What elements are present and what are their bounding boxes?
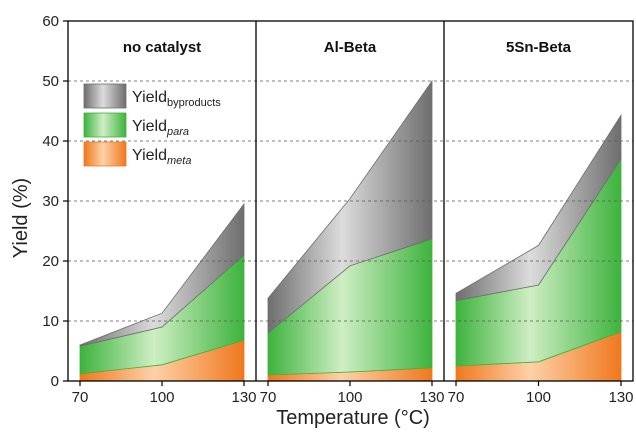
x-tick-label: 130 [231,389,256,406]
panel-title-1: Al-Beta [324,39,377,56]
y-tick-label: 20 [42,253,59,270]
x-tick-label: 100 [526,389,551,406]
x-tick-label: 100 [149,389,174,406]
panels: no catalyst Al-Beta 5Sn-Beta [79,39,622,382]
legend-swatch-byproducts [83,83,127,109]
y-tick-label: 10 [42,313,59,330]
y-axis-title: Yield (%) [10,178,32,258]
y-tick-label: 0 [51,373,59,390]
panel-1: Al-Beta [267,39,433,382]
panel-2: 5Sn-Beta [455,39,622,382]
legend-item-para: Yieldpara [83,112,189,138]
x-tick-label: 70 [448,389,465,406]
legend-label-para: Yieldpara [132,118,189,138]
x-tick-label: 70 [72,389,89,406]
legend-swatch-meta [83,141,127,167]
y-tick-label: 40 [42,133,59,150]
legend-swatch-para [83,112,127,138]
panel-title-0: no catalyst [123,39,201,56]
gridlines [68,80,633,322]
x-tick-label: 100 [337,389,362,406]
x-axis-title: Temperature (°C) [276,407,430,429]
legend-item-byproducts: Yieldbyproducts [83,83,221,109]
area-byproducts-panel-1 [267,79,433,334]
x-tick-label: 130 [419,389,444,406]
legend-label-byproducts: Yieldbyproducts [132,89,221,109]
x-tick-label: 130 [608,389,633,406]
legend-item-meta: Yieldmeta [83,141,191,167]
plot-frame [63,20,634,386]
x-tick-label: 70 [260,389,277,406]
y-tick-label: 60 [42,13,59,30]
panel-0: no catalyst [79,39,245,382]
panel-title-2: 5Sn-Beta [506,39,572,56]
area-byproducts-panel-2 [455,113,622,302]
legend: Yieldbyproducts Yieldpara Yieldmeta [83,83,221,167]
legend-label-meta: Yieldmeta [132,147,191,167]
y-tick-label: 30 [42,193,59,210]
y-tick-label: 50 [42,73,59,90]
area-byproducts-panel-0 [79,202,245,347]
